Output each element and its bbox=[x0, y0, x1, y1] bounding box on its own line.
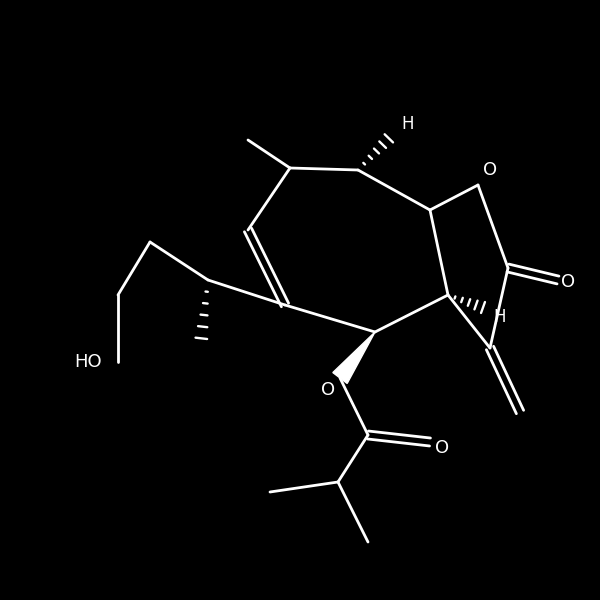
Text: H: H bbox=[402, 115, 414, 133]
Text: O: O bbox=[435, 439, 449, 457]
Text: HO: HO bbox=[74, 353, 102, 371]
Text: O: O bbox=[561, 273, 575, 291]
Text: O: O bbox=[483, 161, 497, 179]
Polygon shape bbox=[333, 332, 375, 383]
Text: H: H bbox=[494, 308, 506, 326]
Text: O: O bbox=[321, 381, 335, 399]
